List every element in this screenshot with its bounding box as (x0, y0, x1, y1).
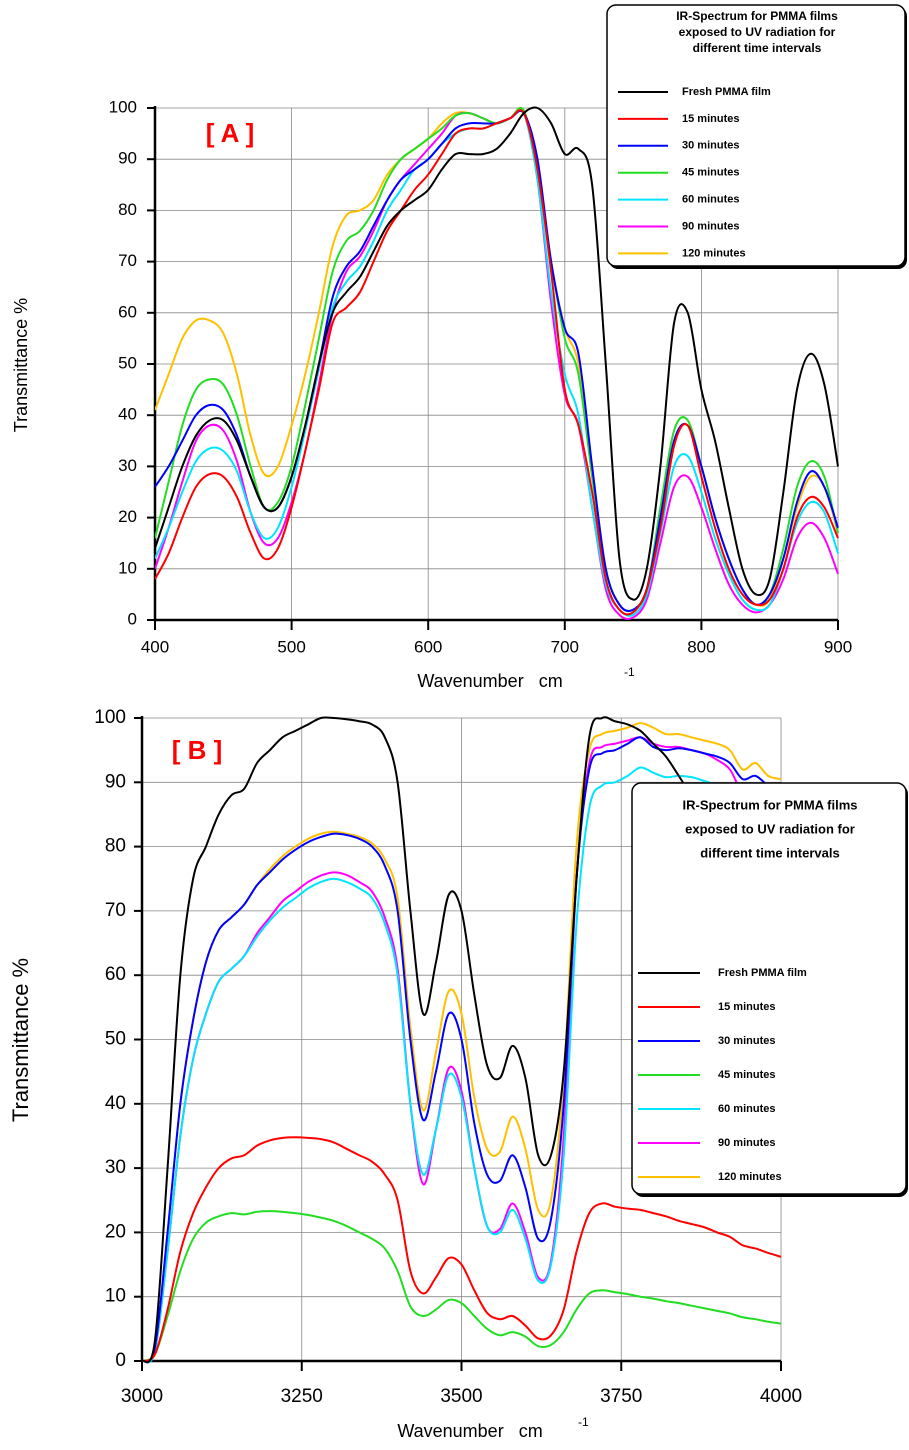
y-tick-label: 70 (118, 251, 137, 270)
y-tick-label: 20 (105, 1221, 126, 1242)
series-line (142, 1210, 782, 1362)
y-tick-label: 10 (118, 558, 137, 577)
x-tick-label: 800 (687, 637, 715, 656)
series-line (142, 1136, 782, 1362)
legend-title: different time intervals (700, 845, 839, 860)
legend-title: different time intervals (693, 41, 822, 55)
y-tick-label: 50 (105, 1029, 126, 1050)
x-axis-label: Wavenumber cm (417, 671, 562, 691)
chart-panel: 0 10 20 30 40 50 60 70 80 90 100 3000 3250 3500 3750 40… (8, 707, 908, 1441)
legend-label: 30 minutes (682, 140, 739, 152)
y-tick-label: 100 (109, 97, 137, 116)
x-tick-label: 3500 (440, 1386, 482, 1407)
y-tick-label: 0 (128, 609, 137, 628)
series-line (142, 716, 782, 1364)
panel-label: [ A ] (206, 118, 255, 148)
legend-box (631, 782, 907, 1195)
legend-box (606, 4, 906, 267)
y-axis-label: Transmittance % (8, 958, 33, 1122)
series-line (155, 106, 839, 601)
legend-label: 90 minutes (718, 1137, 775, 1149)
chart-panel: 0 10 20 30 40 50 60 70 80 90 100 400 500 600 700 800 900… (11, 4, 907, 691)
legend-label: 45 minutes (718, 1069, 775, 1081)
y-tick-label: 30 (118, 456, 137, 475)
y-tick-label: 10 (105, 1286, 126, 1307)
x-tick-label: 400 (141, 637, 169, 656)
y-tick-label: 50 (118, 353, 137, 372)
y-tick-label: 40 (105, 1093, 126, 1114)
y-tick-label: 30 (105, 1157, 126, 1178)
legend-label: 60 minutes (682, 194, 739, 206)
y-tick-label: 90 (105, 771, 126, 792)
legend-label: Fresh PMMA film (718, 967, 807, 979)
legend-title: exposed to UV radiation for (685, 821, 855, 836)
x-tick-label: 500 (277, 637, 305, 656)
legend-label: 30 minutes (718, 1035, 775, 1047)
x-tick-label: 700 (551, 637, 579, 656)
x-tick-label: 3250 (281, 1386, 323, 1407)
x-axis-label-superscript: -1 (624, 665, 635, 679)
y-tick-label: 40 (118, 405, 137, 424)
legend-label: 120 minutes (682, 247, 746, 259)
series-group (155, 106, 839, 620)
x-tick-label: 900 (824, 637, 852, 656)
x-axis-label-superscript: -1 (578, 1415, 589, 1429)
x-tick-label: 3750 (600, 1386, 642, 1407)
y-tick-label: 60 (118, 302, 137, 321)
legend-label: 15 minutes (718, 1001, 775, 1013)
y-tick-label: 70 (105, 900, 126, 921)
y-tick-label: 100 (94, 707, 126, 728)
legend-title: exposed to UV radiation for (679, 25, 836, 39)
y-tick-label: 60 (105, 964, 126, 985)
series-line (155, 109, 839, 616)
x-tick-label: 600 (414, 637, 442, 656)
y-tick-label: 90 (118, 149, 137, 168)
y-tick-label: 80 (105, 836, 126, 857)
x-tick-label: 3000 (121, 1386, 163, 1407)
panel-label: [ B ] (172, 735, 223, 765)
legend-label: 60 minutes (718, 1103, 775, 1115)
legend-label: 90 minutes (682, 220, 739, 232)
legend-label: 120 minutes (718, 1171, 782, 1183)
legend-title: IR-Spectrum for PMMA films (676, 9, 838, 23)
legend-label: 15 minutes (682, 113, 739, 125)
legend-label: 45 minutes (682, 167, 739, 179)
y-tick-label: 0 (115, 1350, 126, 1371)
legend: IR-Spectrum for PMMA films exposed to UV … (631, 782, 908, 1197)
legend-title: IR-Spectrum for PMMA films (682, 797, 857, 812)
series-line (142, 766, 782, 1364)
legend-label: Fresh PMMA film (682, 86, 771, 98)
y-axis-label: Transmittance % (11, 298, 31, 432)
x-axis-label: Wavenumber cm (397, 1421, 542, 1441)
series-group (142, 716, 782, 1364)
y-tick-label: 80 (118, 200, 137, 219)
series-line (142, 736, 782, 1363)
legend: IR-Spectrum for PMMA films exposed to UV … (606, 4, 907, 269)
x-tick-label: 4000 (760, 1386, 802, 1407)
y-tick-label: 20 (118, 507, 137, 526)
